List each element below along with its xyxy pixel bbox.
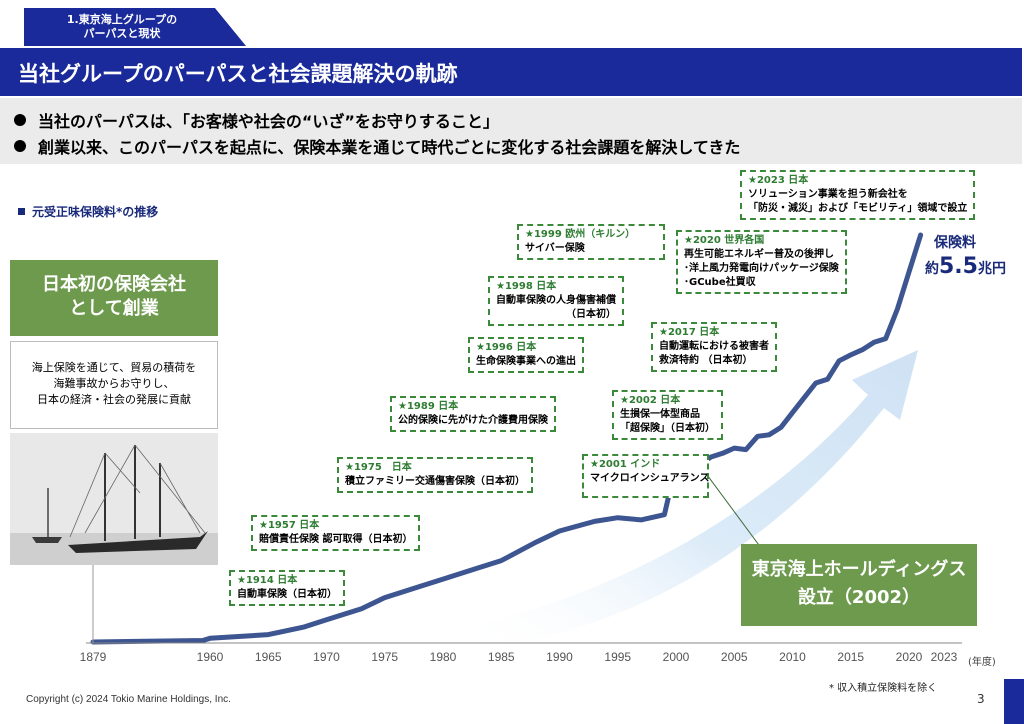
milestone-2020: ★2020 世界各国 再生可能エネルギー普及の後押し ･洋上風力発電向けパッケー… [676, 230, 847, 294]
founding-title-line2: として創業 [69, 298, 159, 319]
founding-title-line1: 日本初の保険会社 [42, 274, 186, 295]
founding-desc-line1: 海上保険を通じて、貿易の積荷を [31, 361, 197, 374]
milestone-text: 再生可能エネルギー普及の後押し [684, 249, 834, 260]
milestone-text: ･洋上風力発電向けパッケージ保険 [684, 263, 839, 274]
x-tick-label: 1995 [604, 650, 631, 664]
copyright: Copyright (c) 2024 Tokio Marine Holdings… [26, 694, 231, 705]
milestone-text: 救済特約 （日本初） [659, 355, 753, 366]
milestone-text: 生命保険事業への進出 [476, 356, 576, 367]
milestone-year: ★1998 日本 [496, 281, 557, 292]
founding-description: 海上保険を通じて、貿易の積荷を 海難事故からお守りし、 日本の経済・社会の発展に… [10, 341, 218, 429]
founding-desc-line3: 日本の経済・社会の発展に貢献 [37, 393, 191, 406]
milestone-text: マイクロインシュアランス [590, 473, 710, 484]
chart-caption-text: 元受正味保険料*の推移 [32, 205, 159, 219]
x-tick-label: 2005 [721, 650, 748, 664]
revenue-suffix: 兆円 [977, 261, 1006, 277]
milestone-year: ★2001 インド [590, 459, 661, 470]
x-tick-label: 1960 [197, 650, 224, 664]
milestone-1998: ★1998 日本 自動車保険の人身傷害補償 （日本初） [488, 276, 624, 326]
milestone-1975: ★1975 日本 積立ファミリー交通傷害保険（日本初） [337, 457, 533, 493]
milestone-2002: ★2002 日本 生損保一体型商品 「超保険」（日本初） [612, 390, 723, 440]
milestone-text: 生損保一体型商品 [620, 409, 700, 420]
milestone-1957: ★1957 日本 賠償責任保険 認可取得（日本初） [251, 515, 421, 551]
section-tab-line2: パーパスと現状 [83, 27, 161, 40]
section-tab-line1: 1.東京海上グループの [66, 13, 178, 26]
milestone-text: 積立ファミリー交通傷害保険（日本初） [345, 476, 525, 487]
milestone-text: ･GCube社買収 [684, 277, 756, 288]
x-tick-label: 2010 [779, 650, 806, 664]
milestone-text: 自動車保険の人身傷害補償 [496, 295, 616, 306]
milestone-text: ソリューション事業を担う新会社を [748, 189, 908, 200]
milestone-year: ★2020 世界各国 [684, 235, 765, 246]
milestone-year: ★1996 日本 [476, 342, 537, 353]
holdings-banner: 東京海上ホールディングス 設立（2002） [741, 544, 977, 626]
milestone-text: 自動車保険（日本初） [237, 589, 337, 600]
revenue-prefix: 約 [925, 261, 939, 277]
revenue-label: 保険料 [934, 235, 976, 251]
bullet-text: 当社のパーパスは、「お客様や社会の“いざ”をお守りすること」 [38, 112, 499, 131]
founding-desc-line2: 海難事故からお守りし、 [53, 377, 175, 390]
bullet-item: 創業以来、このパーパスを起点に、保険本業を通じて時代ごとに変化する社会課題を解決… [14, 134, 740, 158]
x-tick-label: 1990 [546, 650, 573, 664]
revenue-value: 約5.5兆円 [925, 254, 1006, 279]
milestone-year: ★1914 日本 [237, 575, 298, 586]
ship-photo [10, 433, 218, 565]
milestone-1914: ★1914 日本 自動車保険（日本初） [229, 570, 345, 606]
x-tick-label: 2000 [663, 650, 690, 664]
milestone-1996: ★1996 日本 生命保険事業への進出 [468, 337, 584, 373]
chart-caption: 元受正味保険料*の推移 [18, 203, 158, 220]
milestone-text: サイバー保険 [525, 243, 585, 254]
x-tick-label: 2023 [931, 650, 958, 664]
x-axis-unit: (年度) [968, 657, 996, 668]
milestone-year: ★1999 欧州（キルン） [525, 229, 636, 240]
section-tab: 1.東京海上グループの パーパスと現状 [24, 8, 246, 46]
sailing-ship-image [10, 433, 218, 565]
page-title: 当社グループのパーパスと社会課題解決の軌跡 [18, 62, 458, 86]
milestone-2023: ★2023 日本 ソリューション事業を担う新会社を 「防災・減災」および「モビリ… [740, 170, 976, 220]
bullet-panel: 当社のパーパスは、「お客様や社会の“いざ”をお守りすること」 創業以来、このパー… [0, 98, 1022, 164]
page-number: 3 [977, 692, 985, 706]
milestone-year: ★2023 日本 [748, 175, 809, 186]
milestone-1999: ★1999 欧州（キルン） サイバー保険 [517, 224, 665, 260]
revenue-number: 5.5 [939, 254, 978, 279]
page-corner-mark [1004, 679, 1024, 724]
milestone-2001: ★2001 インド マイクロインシュアランス [582, 454, 709, 498]
milestone-text: （日本初） [566, 309, 616, 320]
holdings-line1: 東京海上ホールディングス [751, 559, 967, 580]
milestone-year: ★2017 日本 [659, 327, 720, 338]
milestone-year: ★2002 日本 [620, 395, 681, 406]
milestone-year: ★1989 日本 [398, 401, 459, 412]
milestone-2017: ★2017 日本 自動運転における被害者 救済特約 （日本初） [651, 322, 777, 372]
x-tick-label: 2015 [837, 650, 864, 664]
milestone-text: 公的保険に先がけた介護費用保険 [398, 415, 548, 426]
milestone-1989: ★1989 日本 公的保険に先がけた介護費用保険 [390, 396, 556, 432]
x-tick-label: 1975 [371, 650, 398, 664]
growth-arrow-shape [462, 350, 918, 648]
x-tick-label: 1965 [255, 650, 282, 664]
holdings-line2: 設立（2002） [797, 587, 921, 608]
square-bullet-icon [18, 208, 25, 215]
x-tick-label: 1980 [430, 650, 457, 664]
x-tick-label: 1879 [80, 650, 107, 664]
x-tick-label: 1970 [313, 650, 340, 664]
bullet-text: 創業以来、このパーパスを起点に、保険本業を通じて時代ごとに変化する社会課題を解決… [38, 138, 741, 157]
bullet-item: 当社のパーパスは、「お客様や社会の“いざ”をお守りすること」 [14, 108, 499, 132]
title-bar: 当社グループのパーパスと社会課題解決の軌跡 [0, 48, 1022, 96]
milestone-text: 賠償責任保険 認可取得（日本初） [259, 534, 413, 545]
bullet-dot-icon [14, 140, 26, 152]
milestone-year: ★1957 日本 [259, 520, 320, 531]
milestone-text: 「超保険」（日本初） [620, 423, 715, 434]
founding-banner: 日本初の保険会社 として創業 [10, 260, 218, 336]
milestone-text: 自動運転における被害者 [659, 341, 769, 352]
x-tick-label: 2020 [896, 650, 923, 664]
milestone-text: 「防災・減災」および「モビリティ」領域で設立 [748, 203, 968, 214]
footnote: * 収入積立保険料を除く [829, 683, 938, 694]
milestone-year: ★1975 日本 [345, 462, 412, 473]
bullet-dot-icon [14, 114, 26, 126]
x-tick-label: 1985 [488, 650, 515, 664]
